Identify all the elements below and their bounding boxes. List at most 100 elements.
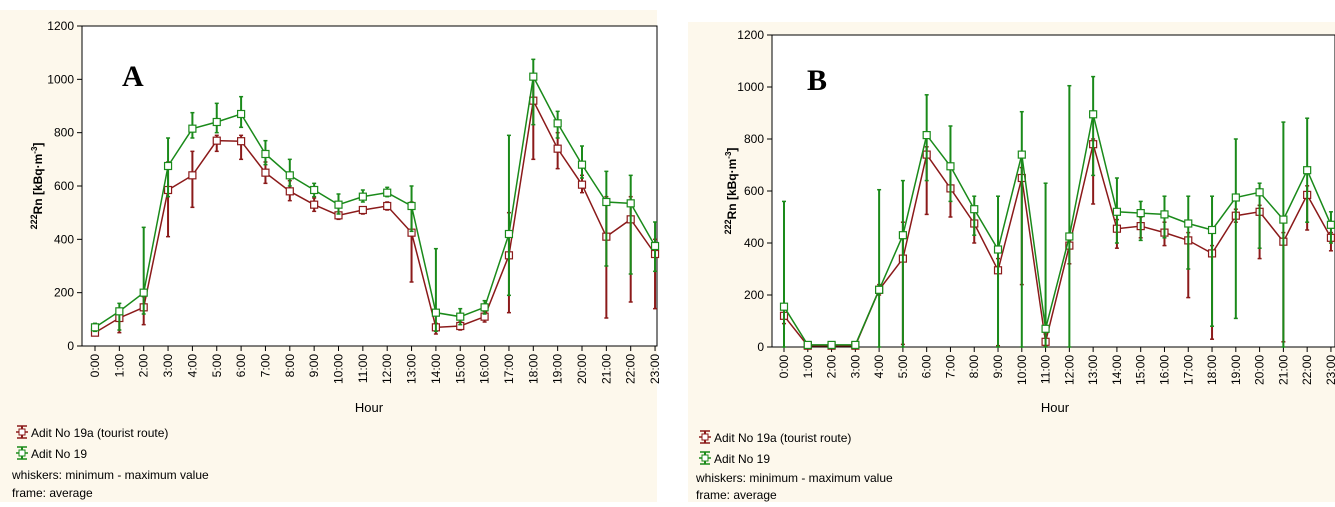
xtick-label: 21:00 [599, 354, 613, 384]
panel-label: A [122, 60, 144, 93]
xtick-labels: 0:00 1:00 2:00 3:00 4:00 5:00 6:00 7:00 8:00 9:00… [777, 355, 1335, 385]
legend-note-frame: frame: average [696, 488, 777, 502]
legend-symbol-series-2 [699, 451, 711, 465]
xtick-label: 4:00 [185, 354, 199, 378]
chart-panel-b: 0 200 400 600 800 1000 1200 0:00 1:00 2:00 3:00 4:… [688, 22, 1335, 502]
data-point [577, 180, 587, 189]
legend: Adit No 19a (tourist route) Adit No 19 w… [11, 425, 209, 500]
xtick-label: 16:00 [1157, 355, 1171, 385]
xtick-label: 0:00 [777, 355, 791, 379]
legend-marker [701, 433, 709, 441]
data-point [851, 340, 860, 350]
data-point [383, 201, 392, 211]
data-point [1041, 324, 1050, 333]
data-point [480, 303, 489, 312]
legend-marker [18, 449, 26, 457]
plot-area [771, 34, 1335, 348]
xtick-label: 3:00 [848, 355, 862, 379]
data-point [1326, 220, 1335, 229]
series-2 [779, 75, 1335, 350]
data-point [553, 119, 562, 128]
xtick-label: 11:00 [1039, 355, 1053, 384]
data-point [261, 149, 270, 159]
ytick-marks [77, 25, 656, 351]
legend-marker [701, 454, 709, 462]
data-point [602, 197, 611, 207]
data-point [626, 199, 635, 208]
data-point [188, 124, 197, 133]
xtick-label: 0:00 [88, 354, 102, 378]
xtick-label: 6:00 [234, 354, 248, 378]
data-point [1065, 232, 1074, 241]
data-marks [90, 58, 660, 337]
legend-symbol-series-1 [16, 425, 28, 439]
data-point [139, 288, 148, 297]
legend-label-series-2: Adit No 19 [31, 447, 87, 461]
xtick-label: 6:00 [920, 355, 934, 379]
legend-label-series-1: Adit No 19a (tourist route) [714, 431, 851, 445]
xtick-label: 2:00 [825, 355, 839, 379]
data-point [553, 144, 562, 153]
xtick-label: 20:00 [575, 354, 589, 384]
xtick-label: 22:00 [1300, 355, 1314, 385]
data-marks [779, 75, 1335, 350]
data-point [383, 188, 392, 197]
legend-note-frame: frame: average [12, 486, 93, 500]
data-point [285, 171, 294, 180]
data-point [115, 307, 124, 316]
data-point [803, 340, 812, 350]
ytick-label: 600 [744, 184, 764, 198]
ytick-label: 800 [54, 126, 74, 140]
data-point [212, 136, 221, 145]
data-point [1231, 193, 1240, 202]
data-point [407, 201, 416, 211]
legend-note-whiskers: whiskers: minimum - maximum value [695, 471, 893, 485]
ytick-label: 400 [54, 232, 74, 246]
xtick-label: 13:00 [1086, 355, 1100, 385]
legend-label-series-1: Adit No 19a (tourist route) [31, 426, 168, 440]
data-point [1112, 207, 1122, 216]
xtick-label: 11:00 [356, 354, 370, 383]
ytick-label: 400 [744, 236, 764, 250]
xtick-label: 1:00 [801, 355, 815, 379]
xtick-label: 18:00 [526, 354, 540, 384]
xtick-label: 18:00 [1205, 355, 1219, 385]
data-point [456, 312, 465, 321]
y-axis-label-text: Rn [kBq·m [31, 154, 45, 215]
xtick-label: 19:00 [1229, 355, 1243, 385]
data-point [310, 200, 319, 209]
xtick-labels: 0:00 1:00 2:00 3:00 4:00 5:00 6:00 7:00 8:00 9:00… [88, 354, 662, 384]
data-point [650, 241, 660, 251]
legend: Adit No 19a (tourist route) Adit No 19 w… [695, 430, 893, 502]
data-point [358, 192, 367, 201]
y-axis-label-exp: -3 [724, 151, 733, 159]
y-axis-label-exp: -3 [30, 146, 39, 154]
data-point [529, 72, 538, 81]
xtick-label: 20:00 [1253, 355, 1267, 385]
x-axis-label: Hour [355, 400, 384, 415]
xtick-label: 22:00 [624, 354, 638, 384]
legend-note-whiskers: whiskers: minimum - maximum value [11, 468, 209, 482]
xtick-label: 3:00 [161, 354, 175, 378]
ytick-labels: 0 200 400 600 800 1000 1200 [737, 28, 764, 354]
series-2 [90, 58, 660, 333]
data-point [358, 205, 367, 215]
xtick-label: 16:00 [478, 354, 492, 384]
xtick-label: 8:00 [967, 355, 981, 379]
data-point [163, 161, 173, 171]
xtick-label: 7:00 [943, 355, 957, 379]
ytick-label: 600 [54, 179, 74, 193]
data-point [827, 340, 836, 350]
y-axis-label-close: ] [725, 148, 739, 152]
data-point [237, 109, 246, 119]
y-axis-label-mass: 222 [29, 214, 39, 229]
xtick-label: 21:00 [1276, 355, 1290, 385]
y-axis-label: 222Rn [kBq·m-3] [723, 148, 739, 235]
legend-label-series-2: Adit No 19 [714, 452, 770, 466]
data-point [1279, 215, 1288, 224]
data-point [334, 200, 343, 209]
xtick-label: 13:00 [405, 354, 419, 384]
data-point [970, 205, 979, 214]
data-point [310, 185, 319, 195]
xtick-label: 17:00 [502, 354, 516, 384]
